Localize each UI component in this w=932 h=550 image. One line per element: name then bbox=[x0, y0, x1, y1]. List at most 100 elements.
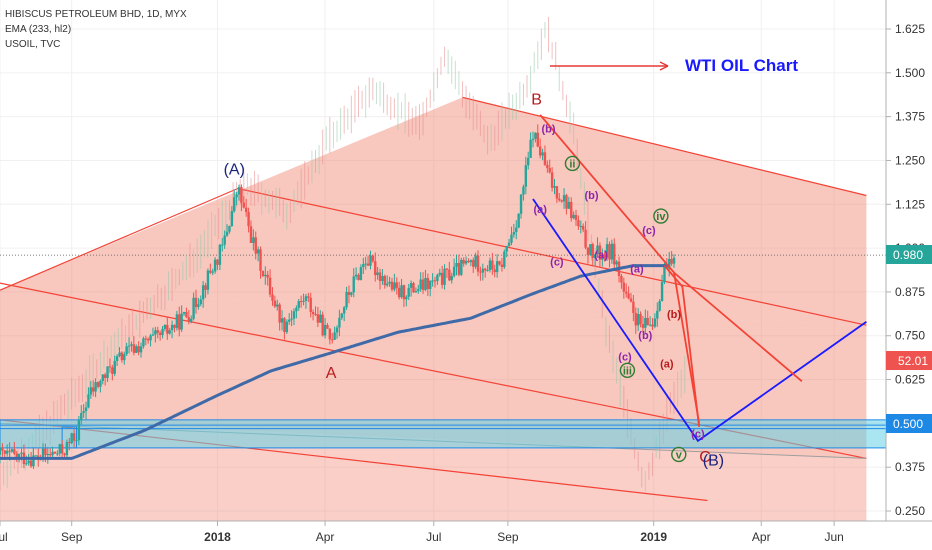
candle-body bbox=[625, 291, 628, 294]
candle-body bbox=[25, 463, 28, 465]
candle-body bbox=[429, 280, 432, 290]
y-tick-label: 1.625 bbox=[895, 22, 925, 36]
y-tick-label: 1.125 bbox=[895, 197, 925, 211]
candle-body bbox=[357, 274, 360, 280]
candle-body bbox=[120, 352, 124, 361]
candle-body bbox=[498, 261, 501, 265]
candle-body bbox=[517, 213, 520, 228]
candle-body bbox=[474, 255, 477, 267]
candle-body bbox=[479, 271, 482, 273]
x-tick-label: 2019 bbox=[640, 530, 667, 544]
x-tick-label: Jun bbox=[824, 530, 843, 544]
candle-body bbox=[567, 201, 571, 209]
wave-label: (b) bbox=[542, 123, 556, 135]
candle-body bbox=[524, 165, 528, 187]
candle-body bbox=[228, 226, 231, 232]
time-axis[interactable]: Jul Sep 2018 Apr Jul Sep 2019 Apr Jun bbox=[0, 521, 844, 544]
candle-body bbox=[414, 290, 418, 293]
candle-body bbox=[615, 261, 618, 265]
candle-body bbox=[500, 264, 504, 268]
wave-label: (a) bbox=[533, 204, 547, 216]
candle-body bbox=[139, 346, 143, 353]
candle-body bbox=[419, 279, 422, 290]
candle-body bbox=[565, 195, 568, 209]
candle-body bbox=[632, 301, 635, 313]
candle-body bbox=[101, 374, 104, 381]
candle-body bbox=[316, 314, 320, 323]
candle-body bbox=[72, 433, 76, 441]
wave-label: iv bbox=[656, 211, 666, 223]
candle-body bbox=[586, 247, 590, 255]
candle-body bbox=[383, 276, 387, 286]
candle-body bbox=[641, 324, 645, 328]
candle-body bbox=[426, 278, 430, 290]
candle-body bbox=[534, 132, 537, 139]
candle-body bbox=[397, 287, 401, 298]
candle-body bbox=[527, 157, 530, 166]
wave-label-circle bbox=[619, 362, 636, 378]
price-axis[interactable]: 0.2500.3750.5000.6250.7500.8751.0001.125… bbox=[886, 22, 925, 518]
y-tick-label: 1.250 bbox=[895, 153, 925, 167]
candle-body bbox=[512, 232, 516, 235]
candle-body bbox=[636, 314, 640, 326]
candle-body bbox=[92, 387, 95, 392]
candle-body bbox=[596, 245, 599, 255]
candle-body bbox=[462, 259, 465, 264]
plot-area[interactable]: (A)AB(b)(a)ii(b)(c)(a)(c)iv(a)(b)(c)iii(… bbox=[0, 16, 886, 536]
candle-body bbox=[108, 366, 112, 368]
candle-body bbox=[354, 274, 358, 277]
candle-body bbox=[292, 311, 296, 319]
candle-body bbox=[8, 450, 11, 452]
candle-body bbox=[331, 339, 334, 341]
candle-body bbox=[46, 453, 50, 456]
candle-body bbox=[390, 281, 394, 290]
wave-label: A bbox=[326, 365, 337, 382]
candle-body bbox=[421, 279, 425, 290]
candle-body bbox=[27, 460, 30, 464]
candle-body bbox=[264, 274, 267, 277]
zone-price-label: 0.500 bbox=[893, 417, 923, 431]
candle-body bbox=[84, 407, 88, 412]
y-tick-label: 0.625 bbox=[895, 373, 925, 387]
candle-body bbox=[314, 314, 317, 316]
candle-body bbox=[345, 291, 348, 308]
candle-body bbox=[311, 312, 315, 315]
candle-body bbox=[115, 356, 119, 361]
candle-body bbox=[254, 237, 257, 254]
candle-body bbox=[80, 413, 83, 421]
candle-body bbox=[144, 338, 147, 340]
candle-body bbox=[555, 186, 559, 199]
candle-body bbox=[577, 220, 580, 227]
candle-body bbox=[672, 257, 676, 264]
legend-ema: EMA (233, hl2) bbox=[5, 24, 71, 35]
candle-body bbox=[123, 354, 126, 361]
candle-body bbox=[161, 328, 164, 335]
wave-label: (c) bbox=[642, 225, 656, 237]
wave-label-circle bbox=[564, 155, 581, 172]
wave-labels: (A)AB(b)(a)ii(b)(c)(a)(c)iv(a)(b)(c)iii(… bbox=[224, 91, 725, 469]
candle-body bbox=[249, 226, 253, 243]
candle-body bbox=[173, 324, 176, 328]
legend-overlay: USOIL, TVC bbox=[5, 39, 60, 50]
support-zone bbox=[0, 419, 886, 449]
candle-body bbox=[651, 324, 654, 327]
candle-body bbox=[29, 460, 33, 467]
wti-annotation: WTI OIL Chart bbox=[550, 56, 798, 75]
candle-body bbox=[56, 453, 59, 455]
candle-body bbox=[670, 258, 673, 264]
candle-body bbox=[639, 314, 642, 325]
candle-body bbox=[326, 324, 329, 329]
candle-body bbox=[221, 244, 224, 246]
candle-body bbox=[464, 260, 468, 264]
arrow-right-icon bbox=[659, 61, 669, 71]
candle-body bbox=[51, 451, 54, 456]
candle-body bbox=[457, 262, 461, 275]
candle-body bbox=[304, 296, 308, 301]
candle-body bbox=[350, 292, 353, 296]
candle-body bbox=[433, 280, 437, 282]
candle-body bbox=[445, 268, 449, 270]
candle-body bbox=[574, 214, 578, 221]
candle-body bbox=[137, 346, 140, 353]
